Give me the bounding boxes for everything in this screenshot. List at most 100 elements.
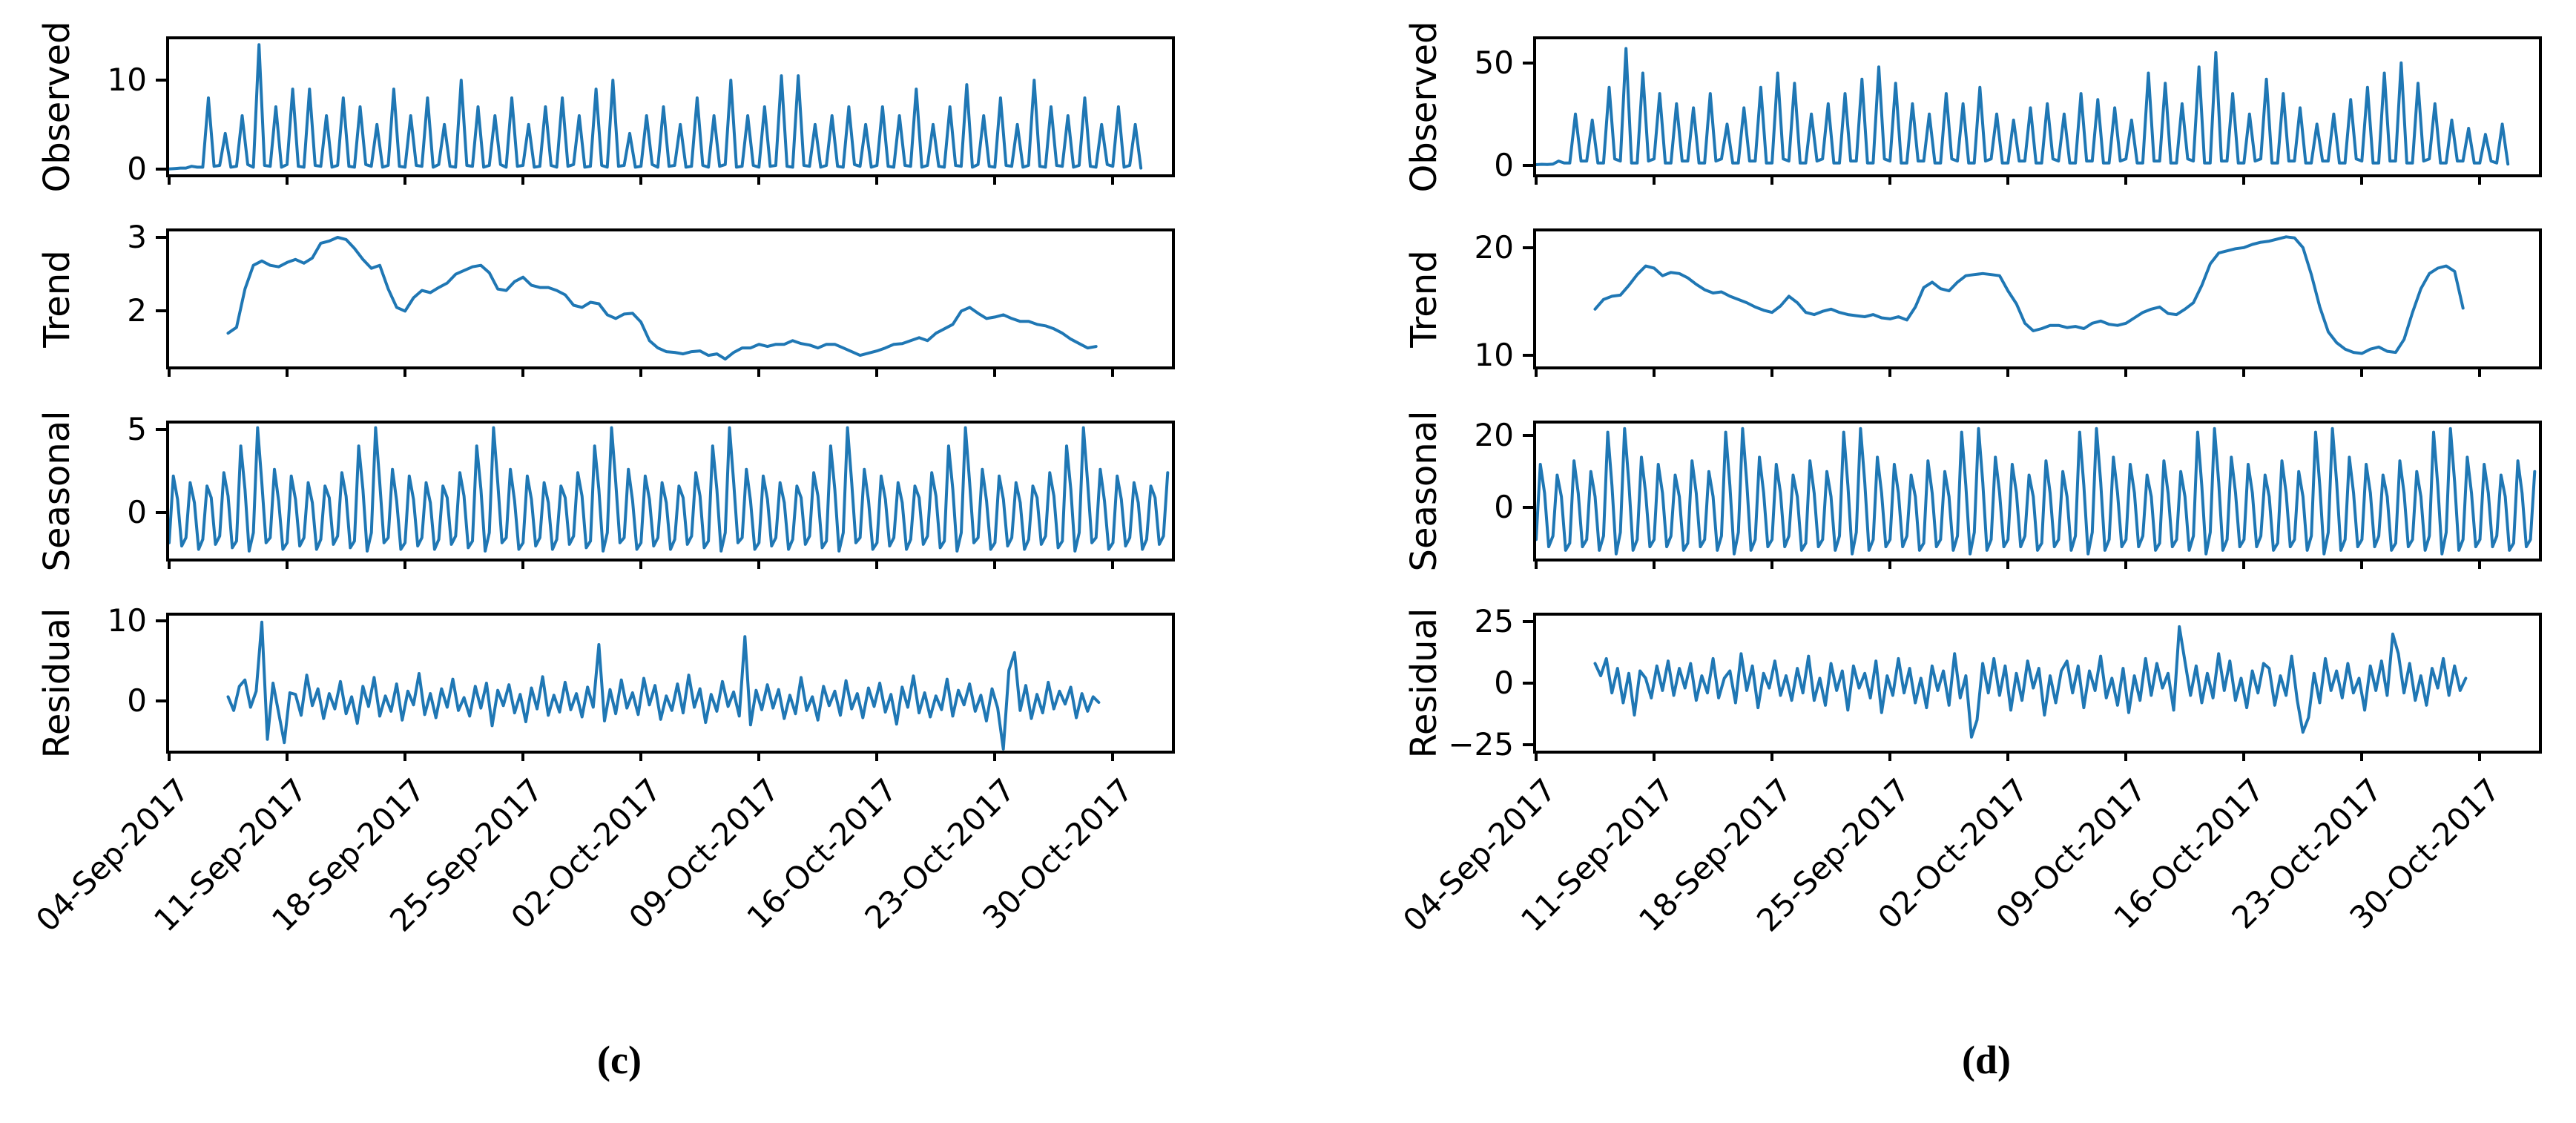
subplot-d-residual: −25 0 25 Residual: [1403, 603, 2542, 763]
x-tick-mark: [168, 366, 171, 377]
caption-c: (c): [597, 1038, 642, 1082]
x-tick-mark: [993, 751, 997, 761]
x-tick-mark: [2006, 559, 2010, 569]
y-tick-mark: [156, 235, 166, 239]
series-line-d-seasonal: [1536, 427, 2537, 556]
x-tick-mark: [2478, 559, 2482, 569]
y-tick-mark: [1523, 61, 1533, 65]
x-tick-mark: [2360, 174, 2364, 185]
y-tick-mark: [1523, 246, 1533, 249]
x-tick-mark: [403, 174, 407, 185]
ylabel-c-seasonal: Seasonal: [36, 410, 78, 572]
x-tick-mark: [2478, 751, 2482, 761]
x-tick-mark: [2478, 174, 2482, 185]
x-tick-mark: [1535, 751, 1538, 761]
x-tick-mark: [1770, 174, 1774, 185]
y-tick-label: 10: [107, 602, 147, 639]
x-tick-mark: [168, 174, 171, 185]
x-tick-mark: [639, 559, 643, 569]
y-tick-label: 0: [1494, 146, 1514, 183]
x-tick-mark: [403, 751, 407, 761]
y-tick-label: 10: [107, 62, 147, 99]
x-tick-mark: [1770, 751, 1774, 761]
x-tick-mark: [286, 751, 289, 761]
subplot-c-seasonal: 0 5 Seasonal: [36, 411, 1175, 571]
y-tick-label: 0: [127, 682, 147, 719]
y-tick-mark: [1523, 505, 1533, 509]
x-tick-mark: [993, 366, 997, 377]
ylabel-c-observed: Observed: [36, 21, 78, 193]
x-tick-mark: [639, 751, 643, 761]
y-tick-mark: [1523, 434, 1533, 438]
x-tick-mark: [993, 559, 997, 569]
y-tick-label: 20: [1474, 228, 1514, 266]
x-tick-mark: [403, 366, 407, 377]
x-tick-mark: [1111, 751, 1115, 761]
x-tick-mark: [2006, 751, 2010, 761]
y-tick-label: 0: [1494, 665, 1514, 701]
y-tick-label: 2: [127, 292, 147, 329]
y-tick-label: 0: [127, 150, 147, 187]
x-tick-mark: [1888, 559, 1892, 569]
ylabel-d-trend: Trend: [1403, 250, 1445, 348]
x-tick-mark: [521, 559, 525, 569]
y-tick-mark: [156, 511, 166, 515]
y-tick-mark: [1523, 742, 1533, 746]
x-tick-mark: [2006, 366, 2010, 377]
y-tick-label: 3: [127, 218, 147, 255]
caption-d: (d): [1962, 1038, 2011, 1082]
x-tick-mark: [2124, 751, 2128, 761]
x-tick-mark: [757, 751, 761, 761]
x-tick-mark: [639, 366, 643, 377]
x-tick-mark: [2124, 174, 2128, 185]
ylabel-c-residual: Residual: [36, 607, 78, 759]
series-line-c-observed: [169, 43, 1143, 171]
x-tick-mark: [2124, 559, 2128, 569]
x-tick-mark: [757, 559, 761, 569]
subplot-d-observed: 0 50 Observed: [1403, 22, 2542, 192]
x-tick-mark: [2124, 366, 2128, 377]
x-tick-mark: [875, 559, 879, 569]
subplot-c-residual: 0 10 Residual: [36, 602, 1175, 761]
x-tick-mark: [1770, 366, 1774, 377]
x-tick-mark: [1888, 366, 1892, 377]
y-tick-mark: [1523, 354, 1533, 358]
series-line-d-observed: [1536, 47, 2510, 166]
series-line-d-residual: [1593, 625, 2468, 739]
y-tick-label: 25: [1474, 603, 1514, 640]
x-tick-mark: [1653, 751, 1656, 761]
x-tick-mark: [2360, 559, 2364, 569]
x-tick-mark: [286, 559, 289, 569]
x-tick-mark: [1888, 174, 1892, 185]
y-tick-mark: [1523, 620, 1533, 624]
x-tick-mark: [757, 174, 761, 185]
y-tick-mark: [156, 309, 166, 313]
y-tick-mark: [1523, 163, 1533, 167]
x-tick-mark: [2242, 366, 2246, 377]
series-line-c-trend: [226, 236, 1098, 361]
x-tick-mark: [875, 366, 879, 377]
x-tick-mark: [2242, 174, 2246, 185]
y-tick-label: 20: [1474, 417, 1514, 454]
subplot-d-trend: 10 20 Trend: [1403, 228, 2542, 377]
x-tick-mark: [168, 559, 171, 569]
y-tick-mark: [156, 79, 166, 82]
series-line-c-residual: [226, 620, 1101, 751]
x-tick-mark: [1770, 559, 1774, 569]
x-tick-mark: [1653, 174, 1656, 185]
ylabel-d-residual: Residual: [1403, 607, 1445, 759]
x-tick-mark: [875, 174, 879, 185]
y-tick-label: 0: [127, 494, 147, 531]
y-tick-mark: [156, 167, 166, 171]
x-tick-mark: [1535, 366, 1538, 377]
subplot-c-observed: 0 10 Observed: [36, 22, 1175, 192]
x-tick-mark: [2360, 366, 2364, 377]
panel-d: 0 50 Observed 10 20 Trend 0 20 Seasonal −25 0 25 Res…: [1396, 0, 2542, 1123]
y-tick-label: 10: [1474, 337, 1514, 374]
x-tick-mark: [2006, 174, 2010, 185]
x-tick-mark: [757, 366, 761, 377]
y-tick-label: 0: [1494, 488, 1514, 525]
y-tick-label: 50: [1474, 44, 1514, 81]
x-tick-mark: [286, 366, 289, 377]
